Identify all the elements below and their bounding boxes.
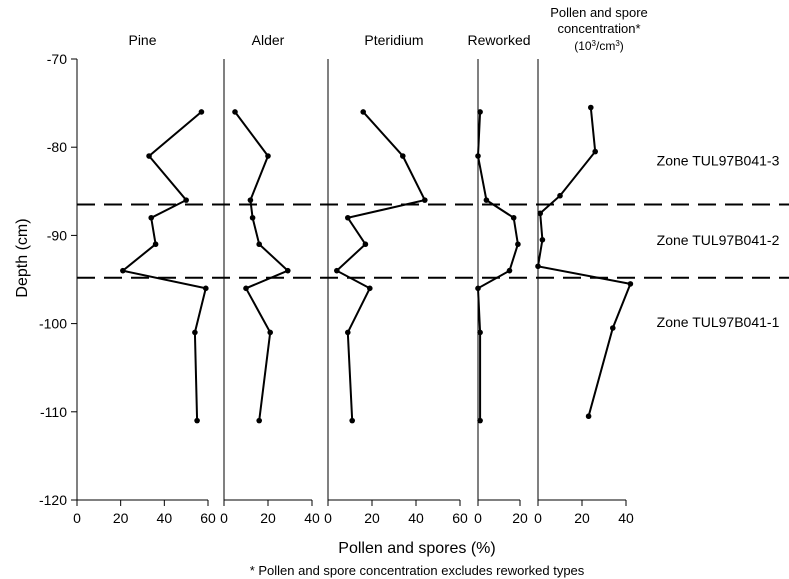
x-tick-label: 0 (220, 510, 228, 526)
unit-superscript: 3 (615, 39, 620, 48)
data-point (192, 329, 198, 336)
data-point (539, 237, 546, 243)
series-line-pine (120, 111, 208, 421)
data-point (610, 325, 616, 331)
x-tick-label: 20 (574, 510, 590, 526)
data-point (627, 281, 634, 287)
data-point (483, 197, 490, 203)
data-point (422, 197, 428, 203)
zone-boundaries (77, 203, 789, 279)
x-tick-label: 40 (304, 510, 320, 526)
x-tick-label: 20 (113, 510, 129, 526)
data-point (148, 214, 155, 221)
x-tick-label: 40 (618, 510, 634, 526)
data-point (477, 417, 483, 424)
data-point (334, 267, 340, 274)
data-point (265, 153, 271, 159)
series-layer (120, 104, 634, 424)
y-tick-label: -110 (40, 404, 67, 420)
data-point (477, 109, 483, 115)
zone-label: Zone TUL97B041-1 (657, 314, 780, 330)
series-line-alder (234, 111, 290, 421)
panel-title: Alder (252, 32, 285, 48)
data-point (400, 153, 406, 159)
panel-title-line1: Pollen and spore (550, 5, 648, 20)
x-tick-label: 40 (157, 510, 173, 526)
zone-label: Zone TUL97B041-2 (657, 232, 780, 248)
panel-title: Pine (128, 32, 156, 48)
panel-title: Reworked (467, 32, 530, 48)
x-tick-label: 20 (364, 510, 380, 526)
unit-text: /cm (596, 39, 615, 53)
data-point (506, 267, 513, 274)
data-point (203, 285, 209, 292)
y-tick-label: -70 (47, 51, 67, 67)
x-tick-label: 0 (534, 510, 542, 526)
x-tick-label: 0 (73, 510, 81, 526)
footnote: * Pollen and spore concentration exclude… (250, 563, 585, 578)
data-point (198, 109, 205, 115)
data-point (360, 109, 367, 115)
series-line-pollen (536, 107, 632, 417)
panel-title-line2: concentration* (557, 21, 640, 36)
labels-layer: Depth (cm) Pollen and spores (%) * Polle… (14, 5, 780, 578)
y-tick-label: -80 (47, 139, 67, 155)
data-point (592, 148, 598, 155)
data-point (585, 413, 592, 420)
x-tick-label: 0 (324, 510, 332, 526)
x-tick-label: 60 (200, 510, 216, 526)
y-tick-label: -90 (47, 227, 67, 243)
series-line-reworked (476, 111, 519, 421)
series-line-pteridium (335, 111, 427, 421)
data-point (537, 210, 543, 217)
unit-text: ) (620, 39, 624, 53)
data-point (194, 417, 200, 424)
data-point (588, 104, 594, 111)
panel-unit-label: (103/cm3) (574, 39, 624, 54)
unit-text: (10 (574, 39, 592, 53)
x-axis-label: Pollen and spores (%) (338, 540, 495, 557)
data-point (477, 329, 483, 336)
data-point (475, 153, 481, 159)
data-point (146, 153, 152, 159)
data-point (285, 267, 291, 274)
unit-superscript: 3 (592, 39, 597, 48)
data-point (345, 329, 351, 336)
panel-title: Pteridium (364, 32, 423, 48)
x-tick-label: 0 (474, 510, 482, 526)
x-tick-label: 20 (260, 510, 276, 526)
data-point (535, 263, 541, 270)
data-point (510, 214, 517, 221)
data-point (120, 267, 126, 274)
data-point (183, 197, 189, 203)
zone-label: Zone TUL97B041-3 (657, 152, 780, 168)
x-tick-label: 60 (452, 510, 468, 526)
data-point (515, 241, 521, 248)
data-point (232, 109, 238, 115)
data-point (267, 329, 274, 336)
y-tick-label: -100 (39, 316, 67, 332)
data-point (249, 214, 256, 221)
data-point (557, 192, 563, 199)
y-axis-label: Depth (cm) (14, 218, 31, 297)
y-tick-label: -120 (39, 492, 67, 508)
data-point (362, 241, 369, 248)
data-point (256, 241, 263, 248)
data-point (367, 285, 373, 292)
data-point (152, 241, 159, 248)
x-tick-label: 40 (408, 510, 424, 526)
data-point (475, 285, 481, 292)
data-point (349, 417, 356, 424)
data-point (247, 197, 254, 203)
x-tick-label: 20 (512, 510, 528, 526)
data-point (243, 285, 249, 292)
data-point (256, 417, 263, 424)
data-point (345, 214, 351, 221)
